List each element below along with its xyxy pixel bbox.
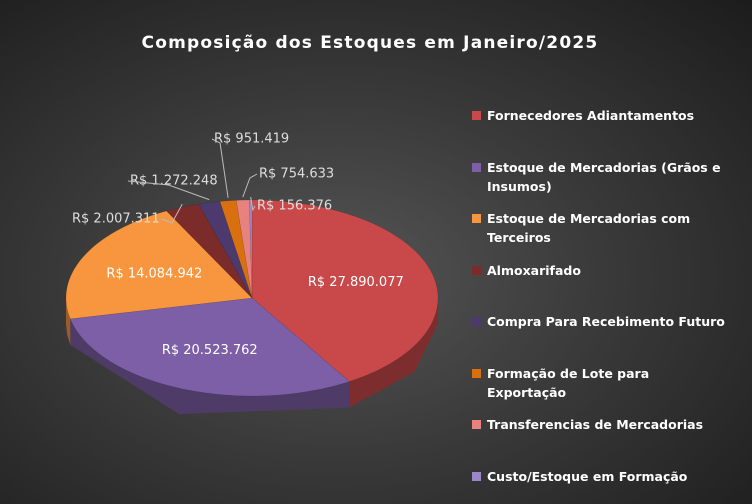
legend-swatch — [472, 317, 481, 326]
leader-line — [250, 196, 256, 212]
leader-line — [161, 203, 183, 224]
legend-item: Formação de Lote para Exportação — [472, 364, 732, 402]
slice-side — [349, 298, 438, 408]
data-label: R$ 27.890.077 — [308, 275, 404, 290]
pie-slice — [235, 199, 253, 299]
legend-item: Estoque de Mercadorias com Terceiros — [472, 209, 732, 247]
data-label: R$ 14.084.942 — [106, 266, 202, 281]
legend-item: Custo/Estoque em Formação — [472, 467, 732, 486]
data-label: R$ 2.007.311 — [72, 212, 160, 227]
leader-line — [211, 138, 229, 198]
legend-label: Estoque de Mercadorias (Grãos e Insumos) — [487, 159, 721, 194]
chart-title: Composição dos Estoques em Janeiro/2025 — [142, 33, 599, 53]
pie-slice — [166, 203, 253, 299]
legend-item: Compra Para Recebimento Futuro — [472, 312, 732, 331]
data-label: R$ 754.633 — [259, 167, 334, 182]
data-label: R$ 156.376 — [257, 199, 332, 214]
legend-item: Almoxarifado — [472, 261, 732, 280]
legend-swatch — [472, 471, 481, 481]
legend-swatch — [472, 214, 481, 223]
pie-slice — [219, 200, 253, 299]
legend-label: Transferencias de Mercadorias — [487, 417, 704, 432]
legend-label: Fornecedores Adiantamentos — [487, 108, 695, 123]
legend-swatch — [472, 368, 481, 378]
legend-swatch — [472, 111, 481, 120]
legend-label: Almoxarifado — [487, 262, 581, 278]
data-label: R$ 20.523.762 — [162, 343, 258, 358]
legend-swatch — [472, 162, 481, 172]
data-label: R$ 951.419 — [214, 132, 289, 147]
leader-line — [127, 180, 210, 201]
legend-item: Estoque de Mercadorias (Grãos e Insumos) — [472, 158, 732, 196]
pie-slice — [65, 210, 253, 320]
data-label: R$ 1.272.248 — [130, 174, 218, 189]
legend-swatch — [472, 420, 481, 429]
legend-item: Fornecedores Adiantamentos — [472, 106, 732, 125]
slice-side — [66, 298, 71, 345]
legend-swatch — [472, 265, 481, 275]
legend-label: Compra Para Recebimento Futuro — [487, 314, 725, 329]
slice-side — [70, 318, 350, 415]
legend-label: Estoque de Mercadorias com Terceiros — [487, 211, 691, 245]
pie-slice — [251, 199, 439, 382]
legend-label: Custo/Estoque em Formação — [487, 468, 688, 484]
leader-line — [242, 173, 258, 198]
legend-label: Formação de Lote para Exportação — [487, 365, 650, 400]
pie-slice — [69, 297, 350, 397]
legend-item: Transferencias de Mercadorias — [472, 415, 732, 434]
